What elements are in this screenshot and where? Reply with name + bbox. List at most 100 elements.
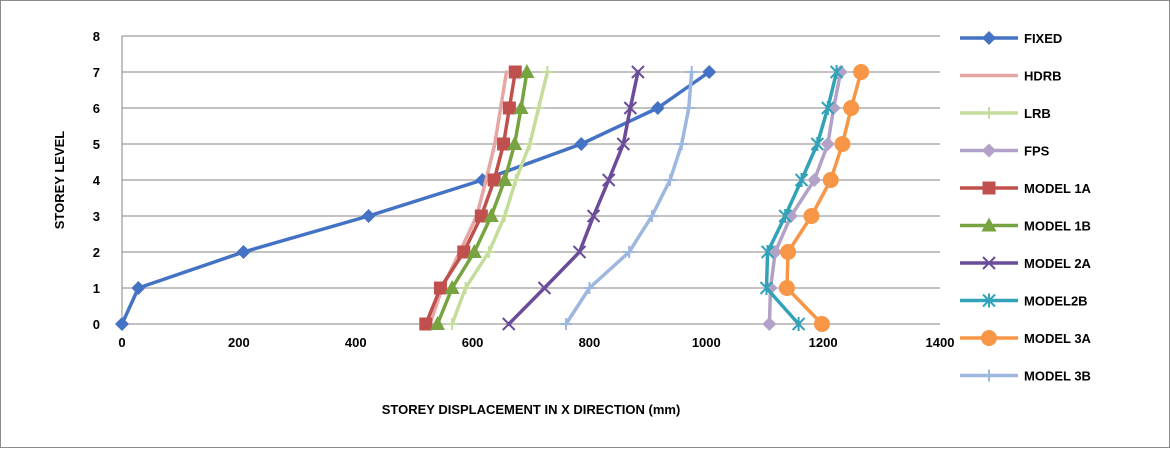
series-line-lrb [450, 70, 550, 326]
legend-marker [982, 143, 996, 158]
legend-marker [981, 217, 997, 232]
series-line-model-2a [507, 70, 640, 326]
data-point [829, 65, 844, 79]
x-tick-label: 200 [228, 335, 250, 350]
y-tick-label: 3 [93, 209, 100, 224]
data-point [650, 101, 665, 115]
data-point [602, 173, 616, 187]
legend-label: MODEL 1B [1024, 219, 1091, 234]
data-point [810, 137, 825, 151]
data-point [532, 102, 545, 114]
series-model-2a [502, 65, 645, 331]
data-point [760, 245, 775, 259]
data-point [236, 245, 251, 259]
data-point [572, 245, 587, 259]
series-model-3b [560, 66, 698, 330]
y-tick-label: 4 [93, 173, 101, 188]
y-axis-title: STOREY LEVEL [52, 131, 67, 230]
data-point [778, 280, 795, 296]
legend-marker [982, 293, 996, 308]
data-point [131, 281, 146, 295]
x-tick-label: 0 [118, 335, 125, 350]
legend-marker [983, 107, 995, 119]
x-axis-ticks: 0 200 400 600 800 1000 1200 1400 [118, 335, 954, 350]
data-point [560, 318, 573, 330]
legend-marker [982, 181, 996, 195]
data-point [583, 282, 596, 294]
series-model-1b [430, 64, 535, 330]
series-model2b [759, 65, 844, 331]
x-axis-title: STOREY DISPLACEMENT IN X DIRECTION (mm) [382, 402, 681, 417]
data-point [822, 172, 839, 188]
data-point [675, 138, 688, 150]
x-tick-label: 1000 [692, 335, 721, 350]
y-tick-label: 7 [93, 65, 100, 80]
data-point [513, 100, 529, 114]
data-point [466, 244, 482, 258]
y-tick-label: 8 [93, 29, 100, 44]
data-point [482, 246, 495, 258]
legend-label: MODEL2B [1024, 294, 1088, 309]
data-point [487, 173, 501, 187]
x-tick-label: 600 [462, 335, 484, 350]
legend-item-model-3b: MODEL 3B [960, 369, 1091, 384]
data-point [509, 174, 522, 186]
series-fps [762, 65, 848, 331]
legend-item-lrb: LRB [960, 106, 1051, 121]
data-point [537, 281, 552, 295]
x-tick-label: 800 [579, 335, 601, 350]
data-point [457, 245, 471, 259]
data-point [759, 281, 774, 295]
y-axis-ticks: 0 1 2 3 4 5 6 7 8 [93, 29, 101, 332]
x-tick-label: 400 [345, 335, 367, 350]
data-point [803, 208, 820, 224]
x-tick-label: 1200 [809, 335, 838, 350]
legend-item-model-2a: MODEL 2A [960, 256, 1092, 271]
legend-marker [981, 330, 997, 346]
data-point [780, 244, 797, 260]
data-point [498, 210, 511, 222]
data-point [834, 136, 851, 152]
data-point [623, 101, 638, 115]
legend-item-hdrb: HDRB [960, 69, 1062, 84]
series-layer [115, 64, 870, 332]
data-point [807, 173, 822, 187]
data-point [419, 317, 433, 331]
data-point [541, 66, 554, 78]
data-point [508, 65, 522, 79]
legend-item-model-3a: MODEL 3A [960, 330, 1092, 346]
data-point [853, 64, 870, 80]
data-point [762, 317, 777, 331]
series-model-3a [778, 64, 870, 332]
data-point [586, 209, 601, 223]
series-fixed [115, 65, 717, 331]
y-tick-label: 5 [93, 137, 100, 152]
data-point [813, 316, 830, 332]
legend-label: FPS [1024, 144, 1050, 159]
x-tick-label: 1400 [926, 335, 955, 350]
legend-label: MODEL 2A [1024, 256, 1092, 271]
data-point [623, 246, 636, 258]
legend-label: MODEL 1A [1024, 181, 1092, 196]
data-point [664, 174, 677, 186]
series-model-1a [419, 65, 522, 331]
data-point [502, 101, 516, 115]
legend-item-model-1a: MODEL 1A [960, 181, 1092, 196]
legend-marker [982, 31, 996, 45]
y-tick-label: 6 [93, 101, 100, 116]
data-point [702, 65, 717, 79]
data-point [474, 209, 488, 223]
data-point [507, 136, 523, 150]
data-point [685, 66, 698, 78]
legend-label: MODEL 3A [1024, 331, 1092, 346]
data-point [523, 138, 536, 150]
data-point [821, 101, 835, 115]
legend-label: MODEL 3B [1024, 369, 1091, 384]
legend-marker [983, 369, 995, 382]
legend-marker [982, 256, 996, 270]
data-point [430, 316, 446, 330]
data-point [502, 317, 516, 331]
data-point [616, 137, 631, 151]
